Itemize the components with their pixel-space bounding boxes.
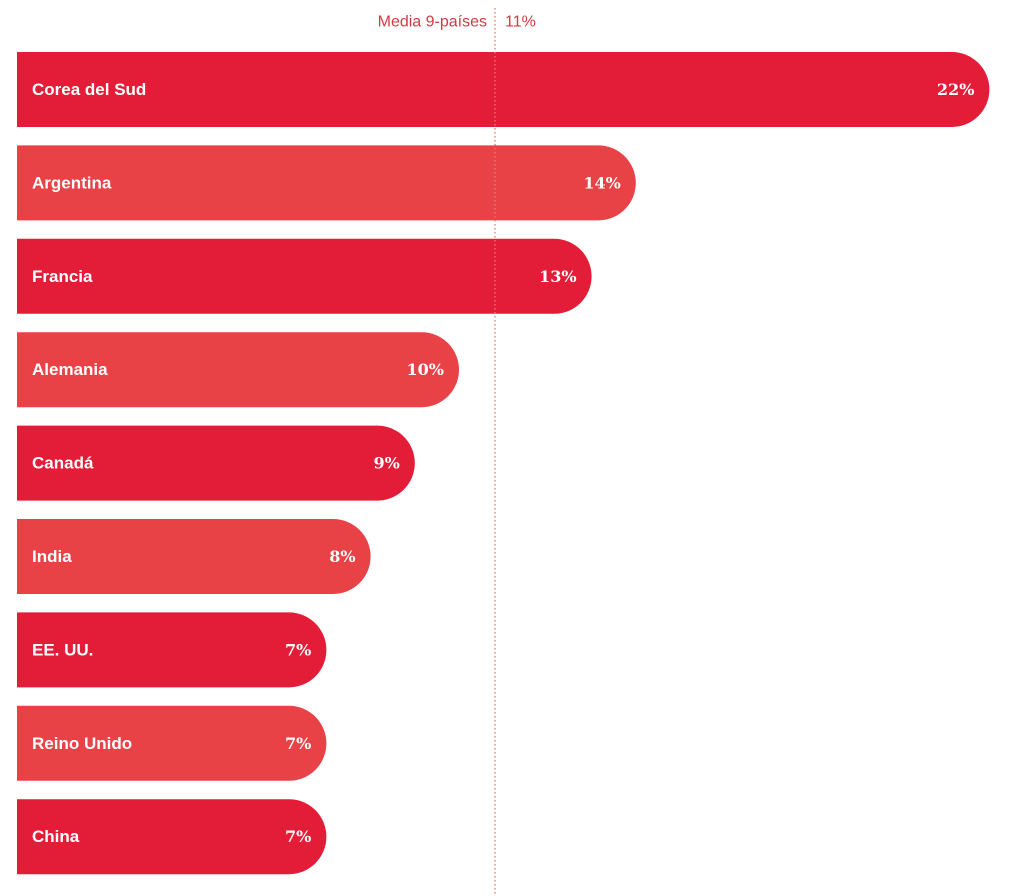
bar bbox=[17, 145, 636, 221]
bar-value-label: 22% bbox=[937, 80, 974, 99]
bar-label: Corea del Sud bbox=[32, 80, 146, 99]
bar-label: Canadá bbox=[32, 454, 94, 473]
bar-label: India bbox=[32, 547, 72, 566]
average-label: Media 9-países bbox=[378, 14, 487, 31]
bar-label: EE. UU. bbox=[32, 640, 93, 659]
bar bbox=[17, 425, 415, 501]
bar bbox=[17, 519, 371, 594]
bar bbox=[17, 612, 327, 688]
bar-value-label: 13% bbox=[539, 267, 576, 286]
bar-value-label: 7% bbox=[285, 734, 311, 753]
bar-label: Alemania bbox=[32, 360, 108, 379]
bar-label: Francia bbox=[32, 267, 93, 286]
bar-label: Argentina bbox=[32, 173, 112, 192]
bar bbox=[17, 238, 592, 314]
average-value: 11% bbox=[505, 14, 536, 31]
bar-value-label: 9% bbox=[373, 454, 399, 473]
bar bbox=[17, 332, 460, 408]
bar bbox=[17, 52, 990, 127]
average-reference: Media 9-países 11% bbox=[378, 8, 536, 896]
bar-value-label: 14% bbox=[583, 173, 620, 192]
bars-layer: Corea del Sud 22% Argentina 14% Francia 13% Al… bbox=[17, 52, 990, 875]
bar-value-label: 8% bbox=[329, 547, 355, 566]
bar bbox=[17, 799, 327, 875]
bar-label: China bbox=[32, 827, 80, 846]
bar-value-label: 10% bbox=[407, 360, 444, 379]
bar-value-label: 7% bbox=[285, 827, 311, 846]
bar bbox=[17, 705, 327, 781]
bar-label: Reino Unido bbox=[32, 734, 132, 753]
bar-value-label: 7% bbox=[285, 640, 311, 659]
